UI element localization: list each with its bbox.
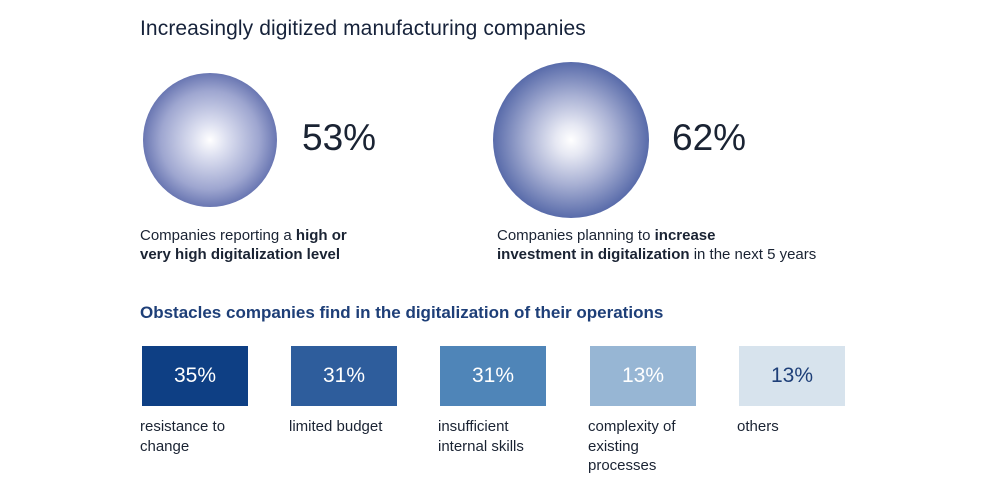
stat-desc-text: Companies reporting a bbox=[140, 227, 296, 244]
stat-desc-bold: high or bbox=[295, 227, 347, 244]
stat-desc-high-digitalization: Companies reporting a high or very high … bbox=[140, 226, 347, 264]
stat-value-increase-investment: 62% bbox=[672, 117, 747, 158]
obstacle-value-box: 13% bbox=[590, 346, 696, 406]
stat-desc-text: Companies planning to bbox=[497, 227, 655, 244]
obstacles-title: Obstacles companies find in the digitali… bbox=[140, 303, 664, 322]
stat-desc-bold: increase bbox=[654, 227, 716, 244]
obstacle-value-box: 35% bbox=[142, 346, 248, 406]
stat-circle-high-digitalization bbox=[143, 73, 277, 207]
obstacle-label: complexity of existing processes bbox=[588, 418, 676, 474]
obstacle-label: insufficient internal skills bbox=[438, 418, 524, 455]
stat-desc-text: in the next 5 years bbox=[689, 246, 817, 263]
stat-value-high-digitalization: 53% bbox=[302, 117, 377, 158]
stat-circle-increase-investment bbox=[493, 62, 649, 218]
stat-desc-increase-investment: Companies planning to increase investmen… bbox=[497, 226, 816, 264]
obstacle-value-box: 31% bbox=[291, 346, 397, 406]
stat-desc-bold: investment in digitalization bbox=[497, 246, 690, 263]
obstacle-label: others bbox=[737, 418, 779, 435]
stat-desc-bold: very high digitalization level bbox=[140, 246, 341, 263]
obstacle-value-box: 13% bbox=[739, 346, 845, 406]
obstacle-value-box: 31% bbox=[440, 346, 546, 406]
obstacle-label: limited budget bbox=[289, 418, 383, 435]
page-title: Increasingly digitized manufacturing com… bbox=[140, 17, 586, 40]
obstacle-label: resistance to change bbox=[140, 418, 226, 455]
